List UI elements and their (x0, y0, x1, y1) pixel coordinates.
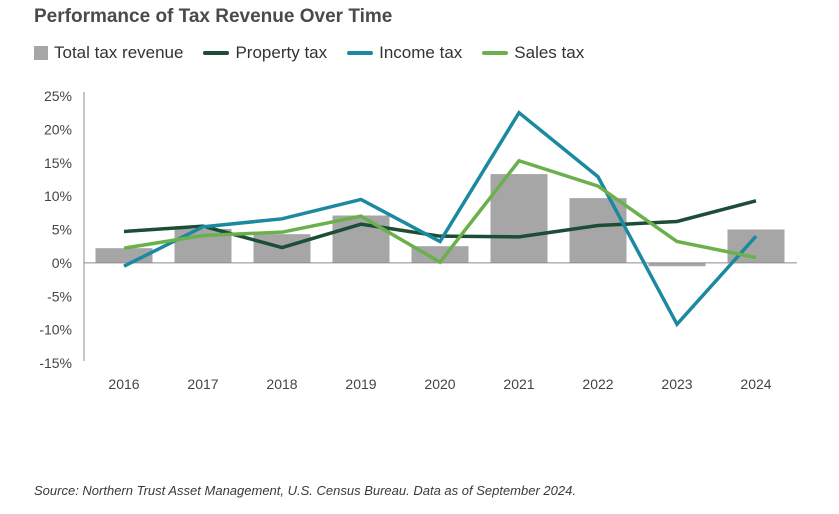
y-tick-label: 15% (44, 155, 72, 171)
x-tick-label: 2023 (661, 376, 692, 392)
legend-swatch-income-tax (347, 51, 374, 55)
legend: Total tax revenue Property tax Income ta… (34, 43, 604, 63)
legend-label-total-tax-revenue: Total tax revenue (54, 43, 184, 62)
x-tick-label: 2022 (582, 376, 613, 392)
x-tick-label: 2024 (740, 376, 771, 392)
x-tick-label: 2020 (424, 376, 455, 392)
legend-swatch-sales-tax (482, 51, 509, 55)
bar-2020 (411, 246, 469, 263)
chart-area: 25% 20% 15% 10% 5% 0% -5% -10% -15% 2016 2017 2018 2… (39, 88, 797, 392)
y-tick-label: -15% (39, 355, 72, 371)
legend-label-sales-tax: Sales tax (514, 43, 585, 62)
y-tick-label: 20% (44, 121, 72, 137)
legend-swatch-property-tax (203, 51, 230, 55)
y-tick-label: 5% (52, 222, 72, 238)
bar-2022 (569, 198, 627, 263)
x-tick-label: 2017 (187, 376, 218, 392)
y-tick-label: 10% (44, 188, 72, 204)
legend-item-income-tax: Income tax (347, 43, 462, 63)
x-tick-label: 2016 (108, 376, 139, 392)
legend-label-income-tax: Income tax (379, 43, 463, 62)
income-tax-line (123, 110, 758, 328)
source-note: Source: Northern Trust Asset Management,… (34, 483, 576, 498)
legend-item-sales-tax: Sales tax (482, 43, 584, 63)
bar-2021 (490, 174, 548, 263)
y-tick-label: 0% (52, 255, 72, 271)
legend-swatch-total-tax-revenue (34, 46, 48, 60)
sales-tax-line (123, 158, 757, 265)
chart-title: Performance of Tax Revenue Over Time (34, 6, 393, 27)
legend-label-property-tax: Property tax (235, 43, 328, 62)
x-tick-label: 2021 (503, 376, 534, 392)
y-tick-label: -10% (39, 322, 72, 338)
bar-2023 (648, 262, 706, 267)
x-tick-label: 2018 (266, 376, 297, 392)
y-tick-label: 25% (44, 88, 72, 104)
y-tick-label: -5% (47, 288, 72, 304)
legend-item-property-tax: Property tax (203, 43, 327, 63)
legend-item-total-tax-revenue: Total tax revenue (34, 43, 183, 63)
x-tick-label: 2019 (345, 376, 376, 392)
